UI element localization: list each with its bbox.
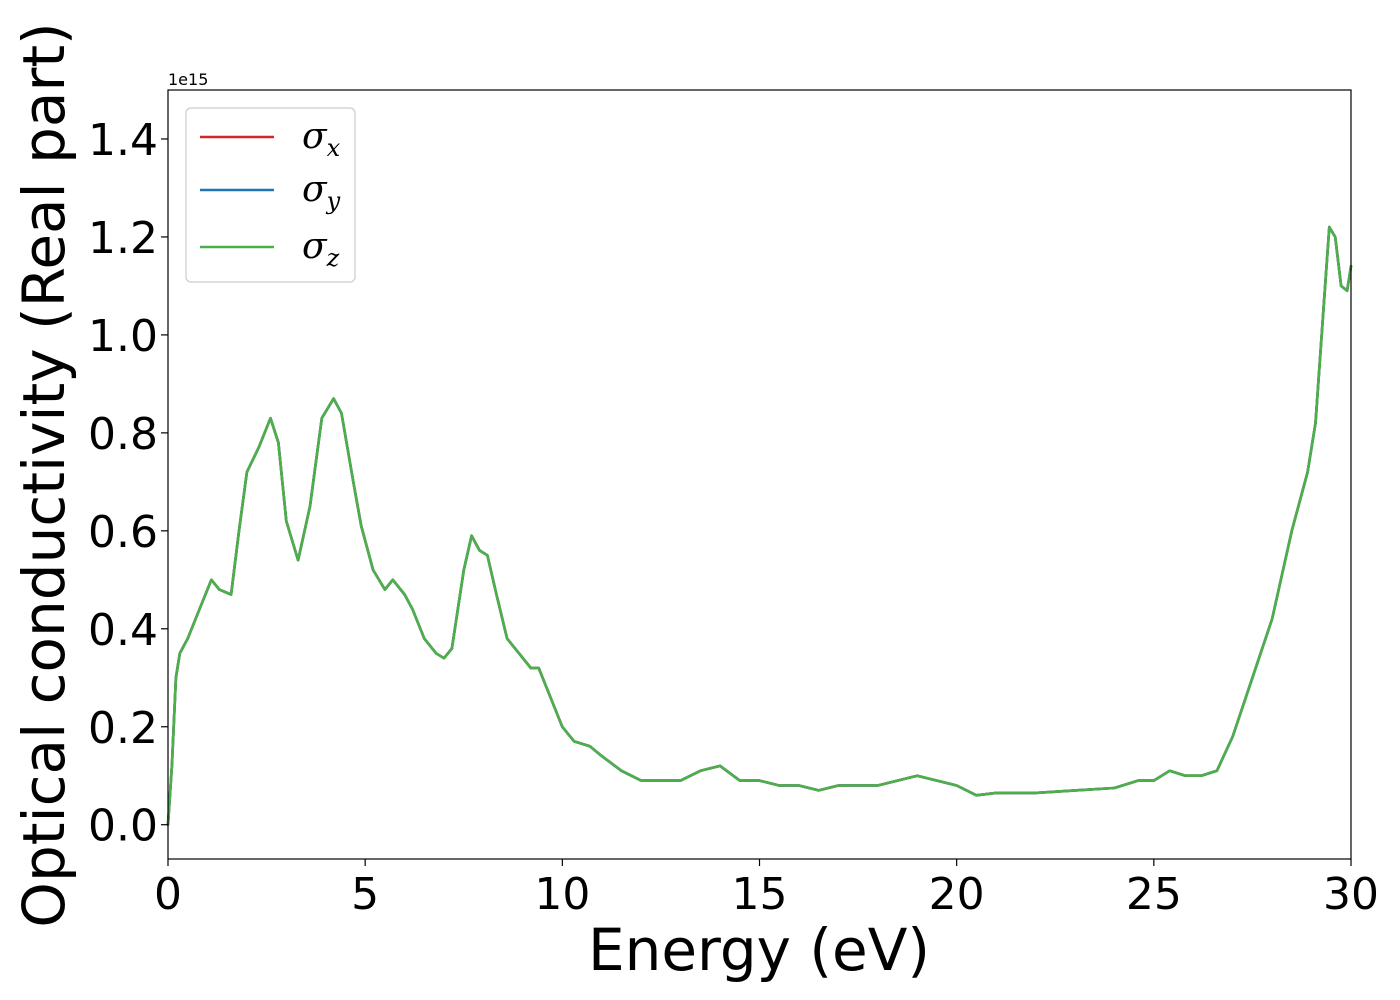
legend-label-y: σy — [302, 169, 341, 215]
y-tick-label: 1.2 — [88, 213, 158, 264]
x-tick-label: 20 — [929, 869, 985, 920]
y-tick-label: 1.0 — [88, 311, 158, 362]
legend-frame — [185, 107, 356, 283]
y-tick-label: 0.6 — [88, 507, 158, 558]
x-axis-label: Energy (eV) — [588, 916, 930, 984]
x-tick-label: 25 — [1126, 869, 1182, 920]
x-tick-label: 5 — [351, 869, 379, 920]
x-tick-label: 10 — [534, 869, 590, 920]
y-tick-label: 0.8 — [88, 409, 158, 460]
x-axis: 0 5 10 15 20 25 30 — [154, 859, 1379, 920]
legend-label-x: σx — [302, 116, 341, 162]
series-layer — [166, 225, 1353, 826]
y-tick-label: 1.4 — [88, 115, 158, 166]
y-tick-label: 0.0 — [88, 801, 158, 852]
y-axis-label: Optical conductivity (Real part) — [10, 22, 78, 927]
y-tick-label: 0.4 — [88, 605, 158, 656]
y-tick-label: 0.2 — [88, 703, 158, 754]
legend: σx σy σz — [185, 107, 356, 283]
x-tick-label: 30 — [1323, 869, 1379, 920]
y-offset-label: 1e15 — [168, 70, 208, 89]
x-tick-label: 15 — [732, 869, 788, 920]
legend-label-z: σz — [302, 226, 340, 272]
y-axis: 0.0 0.2 0.4 0.6 0.8 1.0 1.2 1.4 — [88, 115, 168, 852]
x-tick-label: 0 — [154, 869, 182, 920]
series-line-z — [166, 225, 1353, 826]
